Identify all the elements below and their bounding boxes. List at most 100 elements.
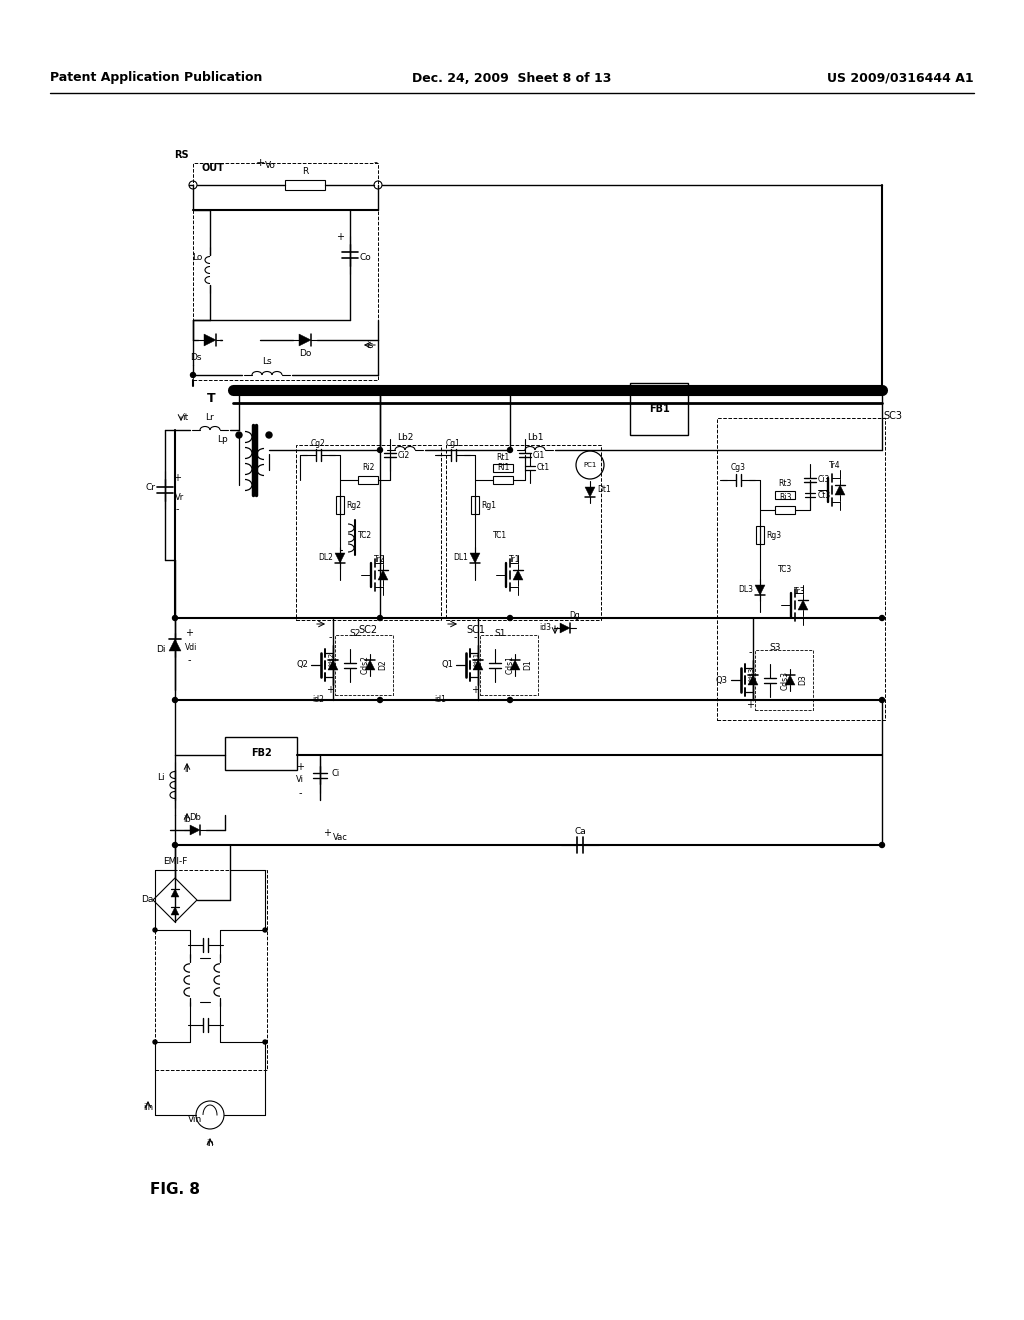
Text: Lb2: Lb2 — [397, 433, 414, 441]
Polygon shape — [835, 484, 845, 495]
Text: in: in — [206, 1138, 214, 1147]
Polygon shape — [798, 601, 808, 610]
Text: DL3: DL3 — [738, 586, 754, 594]
Text: TC1: TC1 — [493, 531, 507, 540]
Text: +: + — [296, 762, 304, 772]
Bar — [630, 383, 688, 436]
Text: DL1: DL1 — [454, 553, 468, 562]
Text: D2: D2 — [379, 660, 387, 671]
Circle shape — [508, 697, 512, 702]
Bar — [471, 496, 479, 513]
Text: Tr4: Tr4 — [829, 461, 841, 470]
Text: Cds2: Cds2 — [360, 656, 370, 675]
Text: Vac: Vac — [333, 833, 347, 842]
Polygon shape — [171, 907, 179, 915]
Text: id1: id1 — [434, 696, 445, 705]
Circle shape — [880, 697, 885, 702]
Text: Lb1: Lb1 — [526, 433, 544, 441]
Text: Rg1: Rg1 — [481, 500, 497, 510]
Polygon shape — [560, 623, 570, 634]
Text: Cds3: Cds3 — [780, 671, 790, 689]
Text: Rg3: Rg3 — [766, 531, 781, 540]
Text: Lo: Lo — [191, 253, 202, 263]
Text: Dec. 24, 2009  Sheet 8 of 13: Dec. 24, 2009 Sheet 8 of 13 — [413, 71, 611, 84]
Bar — [193, 162, 378, 380]
Polygon shape — [473, 660, 483, 671]
Text: +: + — [326, 685, 334, 696]
Text: it: it — [182, 412, 188, 421]
Text: +: + — [323, 828, 331, 838]
Text: +: + — [471, 685, 479, 696]
Text: FIG. 8: FIG. 8 — [150, 1183, 200, 1197]
Text: Vr: Vr — [175, 494, 184, 503]
Text: Ci: Ci — [332, 768, 340, 777]
Text: PC1: PC1 — [584, 462, 597, 469]
Text: Ci1: Ci1 — [532, 450, 545, 459]
Text: R: R — [302, 168, 308, 177]
Bar — [775, 491, 795, 499]
Text: SC2: SC2 — [358, 624, 378, 635]
Text: RS: RS — [174, 150, 188, 160]
Text: Rt1: Rt1 — [497, 454, 510, 462]
Polygon shape — [335, 553, 345, 564]
Polygon shape — [785, 675, 795, 685]
Text: S2: S2 — [349, 628, 360, 638]
Circle shape — [880, 842, 885, 847]
Polygon shape — [585, 487, 595, 498]
Polygon shape — [299, 334, 311, 346]
Bar — [285, 180, 325, 190]
Text: Co: Co — [359, 252, 371, 261]
Text: US 2009/0316444 A1: US 2009/0316444 A1 — [827, 71, 974, 84]
Text: Dt1: Dt1 — [597, 486, 611, 495]
Text: Vdi: Vdi — [184, 643, 198, 652]
Text: EMI-F: EMI-F — [163, 858, 187, 866]
Circle shape — [153, 1040, 157, 1044]
Circle shape — [263, 1040, 267, 1044]
Polygon shape — [171, 888, 179, 898]
Polygon shape — [190, 825, 200, 836]
Text: SC1: SC1 — [467, 624, 485, 635]
Bar — [446, 445, 601, 620]
Circle shape — [378, 447, 383, 453]
Text: -: - — [473, 632, 477, 642]
Polygon shape — [513, 570, 523, 579]
Text: FB2: FB2 — [251, 748, 271, 758]
Text: Ci2: Ci2 — [398, 450, 411, 459]
Text: id2: id2 — [312, 696, 324, 705]
Text: Da: Da — [141, 895, 154, 904]
Text: FB1: FB1 — [648, 404, 670, 414]
Text: Cg1: Cg1 — [445, 438, 461, 447]
Text: S1: S1 — [495, 628, 506, 638]
Text: +: + — [336, 232, 344, 242]
Bar — [155, 870, 267, 1071]
Bar — [296, 445, 441, 620]
Text: Vds2: Vds2 — [329, 652, 335, 668]
Circle shape — [880, 615, 885, 620]
Text: is: is — [367, 341, 374, 350]
Text: Ls: Ls — [262, 358, 271, 367]
Text: -: - — [175, 504, 179, 513]
Circle shape — [153, 928, 157, 932]
Text: Cg2: Cg2 — [310, 438, 326, 447]
Text: Di: Di — [157, 645, 166, 655]
Polygon shape — [169, 639, 181, 651]
Text: Vi: Vi — [296, 776, 304, 784]
Text: Tr3: Tr3 — [795, 587, 806, 597]
Text: Vin: Vin — [187, 1115, 202, 1125]
Bar — [493, 477, 513, 484]
Text: Vo: Vo — [264, 161, 275, 169]
Text: +: + — [255, 158, 264, 168]
Text: Cg3: Cg3 — [730, 463, 745, 473]
Text: Patent Application Publication: Patent Application Publication — [50, 71, 262, 84]
Text: T: T — [207, 392, 215, 404]
Text: Ds: Ds — [190, 354, 202, 363]
Text: Lp: Lp — [218, 436, 228, 445]
Circle shape — [172, 842, 177, 847]
Text: iin: iin — [143, 1102, 153, 1111]
Circle shape — [378, 697, 383, 702]
Text: -: - — [187, 655, 190, 665]
Circle shape — [263, 928, 267, 932]
Text: Li: Li — [158, 774, 165, 783]
Circle shape — [266, 432, 272, 438]
Bar — [755, 649, 813, 710]
